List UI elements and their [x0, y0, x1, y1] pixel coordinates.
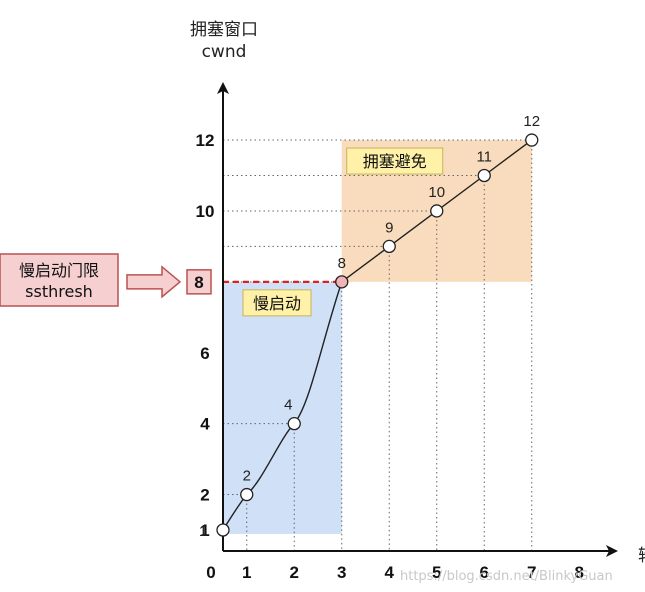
y-tick-label: 12 — [196, 131, 215, 150]
ssthresh-annotation: 慢启动门限 ssthresh — [0, 253, 182, 307]
data-label: 2 — [243, 468, 251, 485]
y-tick-label: 6 — [200, 344, 209, 363]
data-point — [477, 168, 491, 183]
watermark: https://blog.csdn.net/BlinkyGuan — [400, 569, 613, 584]
point-layer — [216, 133, 539, 537]
congestion-avoidance-label-box — [346, 147, 444, 175]
ssthresh-annotation-box — [0, 253, 119, 307]
slow-start-label: 慢启动 — [253, 294, 301, 313]
region-layer: 慢启动 拥塞避免 — [223, 140, 532, 534]
y-tick-label: 2 — [200, 486, 209, 505]
y-axis-title-line2: cwnd — [202, 42, 247, 62]
data-point — [240, 487, 254, 502]
data-point — [287, 416, 301, 431]
data-label: 9 — [385, 219, 393, 236]
ssthresh-tick-box — [186, 269, 212, 295]
congestion-avoidance-label: 拥塞避免 — [363, 152, 427, 171]
ssthresh-annotation-line1: 慢启动门限 — [19, 261, 99, 280]
x-axis-title: 轮 — [638, 546, 645, 566]
x-tick-label: 3 — [337, 563, 346, 582]
x-tick-label: 2 — [290, 563, 299, 582]
x-tick-label: 1 — [242, 563, 251, 582]
y-tick-label: 1 — [200, 521, 209, 540]
x-tick-label: 4 — [385, 563, 395, 582]
data-label: 1 — [199, 523, 207, 540]
slow-start-label-box — [242, 289, 312, 317]
data-point — [382, 239, 396, 254]
x-tick-label: 8 — [575, 563, 584, 582]
data-point — [525, 133, 539, 147]
x-tick-label: 0 — [206, 563, 215, 582]
y-axis-title-line1: 拥塞窗口 — [190, 20, 258, 40]
x-tick-label: 5 — [432, 563, 441, 582]
gridline-layer — [223, 139, 533, 551]
x-tick-label: 6 — [480, 563, 489, 582]
y-tick-label: 4 — [200, 415, 210, 434]
x-tick-label: 7 — [527, 563, 536, 582]
data-point — [430, 204, 444, 218]
y-tick-label-ssthresh: 8 — [194, 273, 203, 292]
data-label: 11 — [476, 149, 492, 166]
data-label: 12 — [523, 113, 540, 130]
data-point — [216, 523, 230, 537]
ssthresh-annotation-line2: ssthresh — [25, 282, 93, 301]
y-tick-label: 10 — [196, 202, 215, 221]
ssthresh-arrow — [126, 265, 182, 299]
data-label: 10 — [428, 184, 445, 201]
axes-layer — [217, 82, 618, 557]
data-label: 8 — [338, 255, 346, 272]
ssthresh-data-point — [335, 275, 349, 289]
data-label: 4 — [284, 397, 292, 414]
